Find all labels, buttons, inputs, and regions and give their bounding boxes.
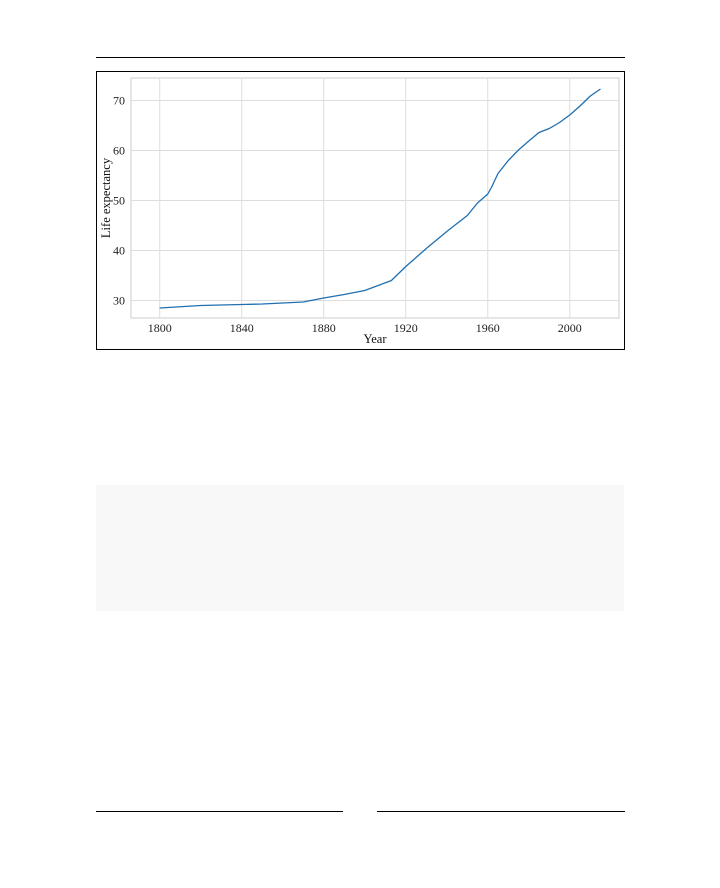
x-tick-label: 1960 bbox=[476, 321, 500, 335]
y-tick-label: 40 bbox=[113, 244, 125, 258]
x-tick-labels: 1800 1840 1880 1920 1960 2000 bbox=[148, 321, 582, 335]
x-tick-label: 1800 bbox=[148, 321, 172, 335]
y-tick-label: 70 bbox=[113, 94, 125, 108]
life-expectancy-chart: 30 40 50 60 70 1800 1840 1880 1920 1960 2000 Year… bbox=[99, 77, 620, 346]
header-rule bbox=[96, 57, 625, 58]
y-tick-labels: 30 40 50 60 70 bbox=[113, 94, 125, 308]
y-tick-label: 50 bbox=[113, 194, 125, 208]
x-axis-label: Year bbox=[363, 332, 387, 346]
plot-area bbox=[130, 77, 620, 319]
page-number bbox=[343, 804, 377, 818]
y-tick-label: 30 bbox=[113, 294, 125, 308]
y-axis-label: Life expectancy bbox=[99, 157, 113, 238]
chart-figure: 30 40 50 60 70 1800 1840 1880 1920 1960 2000 Year… bbox=[96, 71, 625, 350]
x-tick-label: 1880 bbox=[312, 321, 336, 335]
x-tick-label: 1840 bbox=[230, 321, 254, 335]
grid bbox=[131, 78, 619, 318]
x-tick-label: 2000 bbox=[558, 321, 582, 335]
series-line bbox=[159, 88, 601, 309]
footer-rule-right bbox=[377, 811, 625, 812]
x-tick-label: 1920 bbox=[394, 321, 418, 335]
y-tick-label: 60 bbox=[113, 144, 125, 158]
footer-rule-left bbox=[96, 811, 343, 812]
code-block bbox=[96, 485, 624, 611]
